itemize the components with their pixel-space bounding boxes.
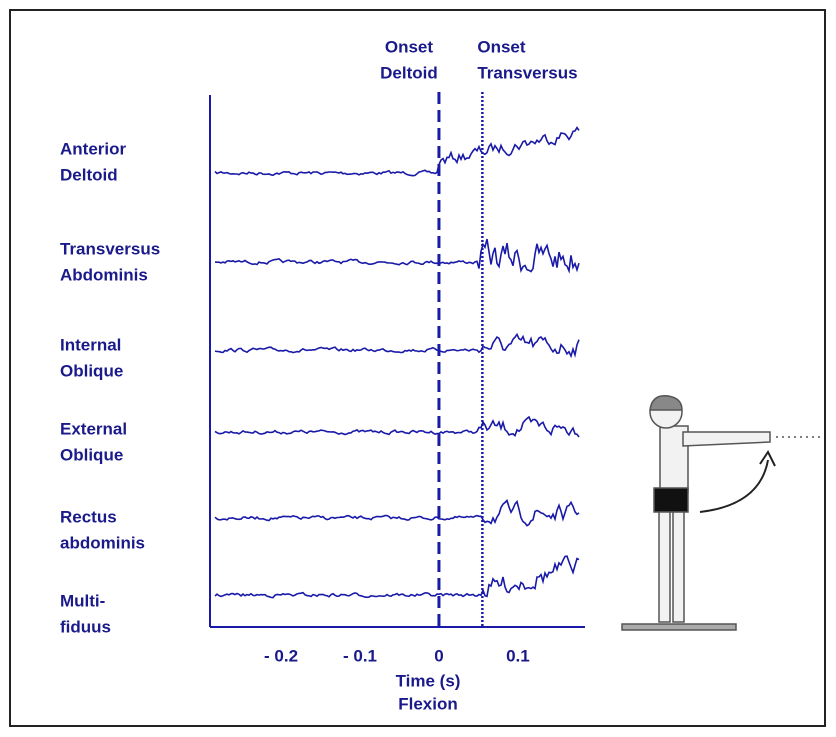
emg-trace	[214, 498, 580, 527]
onset-label: Onset	[385, 37, 434, 56]
row-label: Anterior	[60, 139, 127, 158]
row-label: Rectus	[60, 507, 117, 526]
frame	[9, 9, 826, 727]
row-label: Oblique	[60, 445, 123, 464]
x-tick-label: 0.1	[506, 646, 530, 665]
row-label: Oblique	[60, 361, 123, 380]
row-label: Multi-	[60, 591, 105, 610]
row-label: Internal	[60, 335, 121, 354]
row-label: Transversus	[60, 239, 160, 258]
x-tick-label: - 0.2	[264, 646, 298, 665]
onset-label: Onset	[477, 37, 526, 56]
onset-label: Deltoid	[380, 63, 438, 82]
emg-trace	[214, 126, 580, 177]
x-axis-label: Time (s)	[396, 671, 461, 690]
row-label: fiduus	[60, 617, 111, 636]
onset-label: Transversus	[477, 63, 577, 82]
emg-trace	[214, 332, 580, 359]
row-label: External	[60, 419, 127, 438]
x-axis-label: Flexion	[398, 694, 458, 713]
row-label: Abdominis	[60, 265, 148, 284]
x-tick-label: 0	[434, 646, 443, 665]
row-label: Deltoid	[60, 165, 118, 184]
row-label: abdominis	[60, 533, 145, 552]
emg-trace	[214, 238, 580, 274]
x-tick-label: - 0.1	[343, 646, 377, 665]
person-figure	[621, 395, 820, 631]
emg-trace	[214, 415, 580, 438]
emg-trace	[214, 555, 580, 599]
